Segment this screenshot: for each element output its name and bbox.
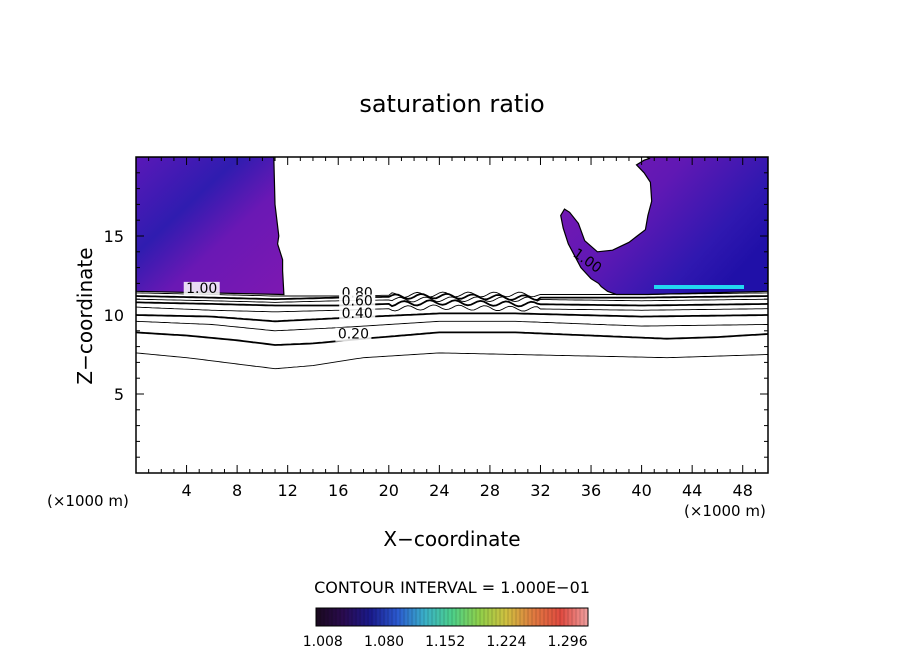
contour-label: 0.40 xyxy=(342,306,373,322)
x-tick-label: 36 xyxy=(581,481,601,500)
x-unit-right: (×1000 m) xyxy=(684,502,766,520)
colorbar-tick-label: 1.080 xyxy=(364,634,404,650)
y-tick-labels: 5 10 15 xyxy=(104,227,124,404)
region-right xyxy=(560,157,768,296)
axis-ticks xyxy=(136,157,768,473)
x-tick-label: 48 xyxy=(733,481,753,500)
region-left xyxy=(136,157,285,296)
contour-line-0.7 xyxy=(136,296,768,303)
x-tick-label: 24 xyxy=(429,481,449,500)
x-tick-label: 40 xyxy=(631,481,651,500)
y-tick-label: 15 xyxy=(104,227,124,246)
x-tick-label: 32 xyxy=(530,481,550,500)
contour-line-0.4 xyxy=(136,312,768,323)
contour-label: 0.60 xyxy=(342,294,373,310)
y-tick-label: 10 xyxy=(104,306,124,325)
x-tick-labels: 4 8 12 16 20 24 28 32 36 40 44 48 xyxy=(181,481,752,500)
y-tick-label: 5 xyxy=(114,385,124,404)
x-tick-label: 16 xyxy=(328,481,348,500)
x-tick-label: 12 xyxy=(278,481,298,500)
contour-line-0.9 xyxy=(136,291,768,298)
contour-label-bg xyxy=(335,327,372,342)
x-tick-label: 20 xyxy=(379,481,399,500)
contour-label-bg xyxy=(339,294,376,309)
contour-line-0.5 xyxy=(136,304,768,313)
x-tick-label: 44 xyxy=(682,481,702,500)
colorbar-hatch xyxy=(319,608,585,626)
x-tick-label: 4 xyxy=(181,481,191,500)
contour-line-0.3 xyxy=(136,320,768,332)
contour-interval-text: CONTOUR INTERVAL = 1.000E−01 xyxy=(314,578,590,597)
x-axis-label: X−coordinate xyxy=(383,527,520,551)
contour-label: 1.00 xyxy=(186,281,217,297)
colorbar: 1.008 1.080 1.152 1.224 1.296 xyxy=(303,607,589,650)
cyan-band xyxy=(654,285,744,289)
contour-label-bg xyxy=(183,281,220,296)
contour-line-0.1 xyxy=(136,352,768,370)
x-tick-label: 28 xyxy=(480,481,500,500)
colorbar-tick-label: 1.152 xyxy=(425,634,465,650)
contour-label: 0.20 xyxy=(338,327,369,343)
chart-title: saturation ratio xyxy=(359,90,544,118)
contour-line-0.6 xyxy=(136,299,768,308)
colorbar-labels: 1.008 1.080 1.152 1.224 1.296 xyxy=(303,634,588,650)
contour-label-bg xyxy=(339,307,376,322)
colorbar-tick-label: 1.296 xyxy=(548,634,588,650)
filled-regions xyxy=(136,157,768,296)
colorbar-tick-label: 1.008 xyxy=(303,634,343,650)
colorbar-strip xyxy=(315,607,589,627)
colorbar-tick-label: 1.224 xyxy=(486,634,526,650)
plot-area xyxy=(136,157,768,370)
y-axis-label: Z−coordinate xyxy=(73,247,97,384)
contour-line-0.2 xyxy=(136,331,768,346)
x-tick-label: 8 xyxy=(232,481,242,500)
x-unit-left: (×1000 m) xyxy=(47,492,129,510)
contour-lines xyxy=(136,291,768,370)
